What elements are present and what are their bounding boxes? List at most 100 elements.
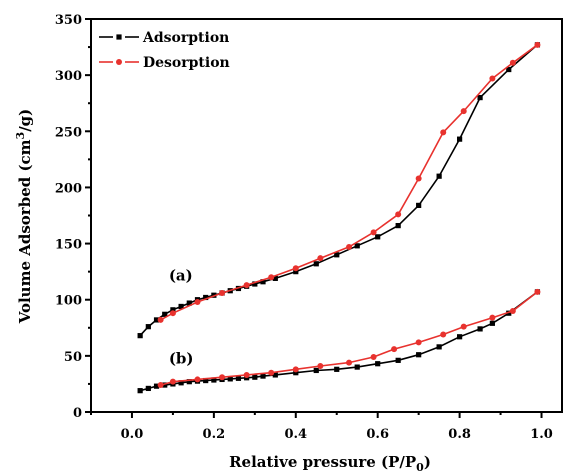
data-point	[457, 136, 463, 142]
data-point	[268, 274, 275, 281]
data-point	[317, 255, 324, 262]
data-point	[334, 366, 340, 372]
annotations: (a) (b)	[169, 267, 194, 368]
data-point	[375, 234, 381, 240]
data-point	[489, 320, 495, 326]
data-point	[169, 310, 176, 317]
data-point	[317, 362, 324, 369]
data-point	[440, 129, 447, 136]
data-point	[370, 353, 377, 360]
data-point	[137, 388, 143, 394]
data-point	[346, 359, 353, 366]
data-point	[415, 339, 422, 346]
data-point	[370, 229, 377, 236]
data-point	[346, 243, 353, 250]
data-point	[272, 275, 278, 281]
legend-entry-adsorption: Adsorption	[99, 30, 229, 46]
data-point	[416, 202, 422, 208]
data-point	[436, 173, 442, 179]
x-tick-label: 1.0	[530, 427, 553, 442]
curve-annotation: (a)	[169, 267, 193, 285]
x-tick-label: 0.8	[448, 427, 471, 442]
data-point	[489, 75, 496, 82]
data-point	[219, 374, 226, 381]
data-point	[227, 376, 233, 382]
data-point	[260, 373, 266, 379]
data-point	[354, 243, 360, 249]
y-tick-label: 50	[64, 350, 82, 365]
data-point	[194, 376, 201, 383]
series-layer	[137, 41, 541, 394]
data-point	[416, 352, 422, 358]
x-tick-label: 0.6	[366, 427, 389, 442]
y-tick-label: 200	[55, 181, 82, 196]
data-point	[203, 377, 209, 384]
data-point	[243, 282, 250, 289]
series-desorption-a	[157, 41, 541, 323]
data-point	[268, 369, 275, 376]
data-point	[203, 294, 209, 301]
data-point	[489, 314, 496, 321]
data-point	[457, 334, 463, 340]
data-point	[534, 288, 541, 295]
x-tick-label: 0.4	[284, 427, 307, 442]
data-point	[293, 370, 299, 376]
data-point	[153, 383, 160, 389]
data-point	[219, 289, 226, 296]
data-point	[292, 265, 299, 272]
data-point	[145, 385, 151, 392]
series-desorption-b	[157, 288, 541, 389]
legend: Adsorption Desorption	[99, 30, 230, 71]
data-point	[509, 307, 516, 314]
curve-annotation: (b)	[169, 350, 194, 368]
data-point	[186, 300, 192, 306]
data-point	[211, 377, 217, 383]
data-point	[178, 303, 184, 310]
y-axis-title: Volume Adsorbed (cm3/g)	[14, 109, 34, 325]
data-point	[170, 307, 176, 313]
series-line	[160, 291, 538, 386]
y-tick-label: 350	[55, 13, 82, 28]
data-point	[162, 382, 168, 388]
legend-label: Desorption	[143, 55, 230, 71]
data-point	[375, 361, 381, 367]
data-point	[506, 66, 512, 73]
data-point	[509, 59, 516, 66]
series-line	[139, 44, 538, 337]
data-point	[293, 269, 299, 275]
data-point	[415, 175, 422, 182]
data-point	[186, 379, 192, 385]
data-point	[252, 281, 258, 287]
data-point	[334, 252, 340, 258]
axes-layer: 0.0 0.2 0.4 0.6 0.8 1.0 0 50 100 150 200 250 300 350	[55, 13, 553, 442]
data-point	[395, 211, 402, 218]
data-point	[243, 371, 250, 378]
y-tick-label: 0	[73, 406, 82, 421]
data-point	[145, 324, 151, 330]
data-point	[272, 372, 278, 378]
data-point	[153, 317, 160, 323]
data-point	[391, 346, 398, 353]
data-point	[157, 316, 164, 323]
data-point	[137, 333, 143, 339]
data-point	[534, 41, 541, 48]
x-tick-label: 0.2	[203, 427, 226, 442]
data-point	[313, 367, 319, 374]
series-line	[160, 44, 538, 321]
series-line	[139, 291, 538, 392]
data-point	[292, 366, 299, 373]
x-axis-title: Relative pressure (P/P0)	[229, 453, 431, 473]
data-point	[252, 374, 258, 380]
data-point	[436, 344, 442, 350]
data-point	[460, 323, 467, 330]
legend-marker	[116, 59, 122, 65]
series-adsorption-a	[137, 42, 541, 339]
y-tick-label: 150	[55, 238, 82, 253]
y-tick-label: 100	[55, 294, 82, 309]
x-tick-label: 0.0	[121, 427, 144, 442]
data-point	[395, 223, 401, 229]
data-point	[477, 326, 483, 332]
data-point	[477, 95, 483, 101]
data-point	[460, 108, 467, 115]
